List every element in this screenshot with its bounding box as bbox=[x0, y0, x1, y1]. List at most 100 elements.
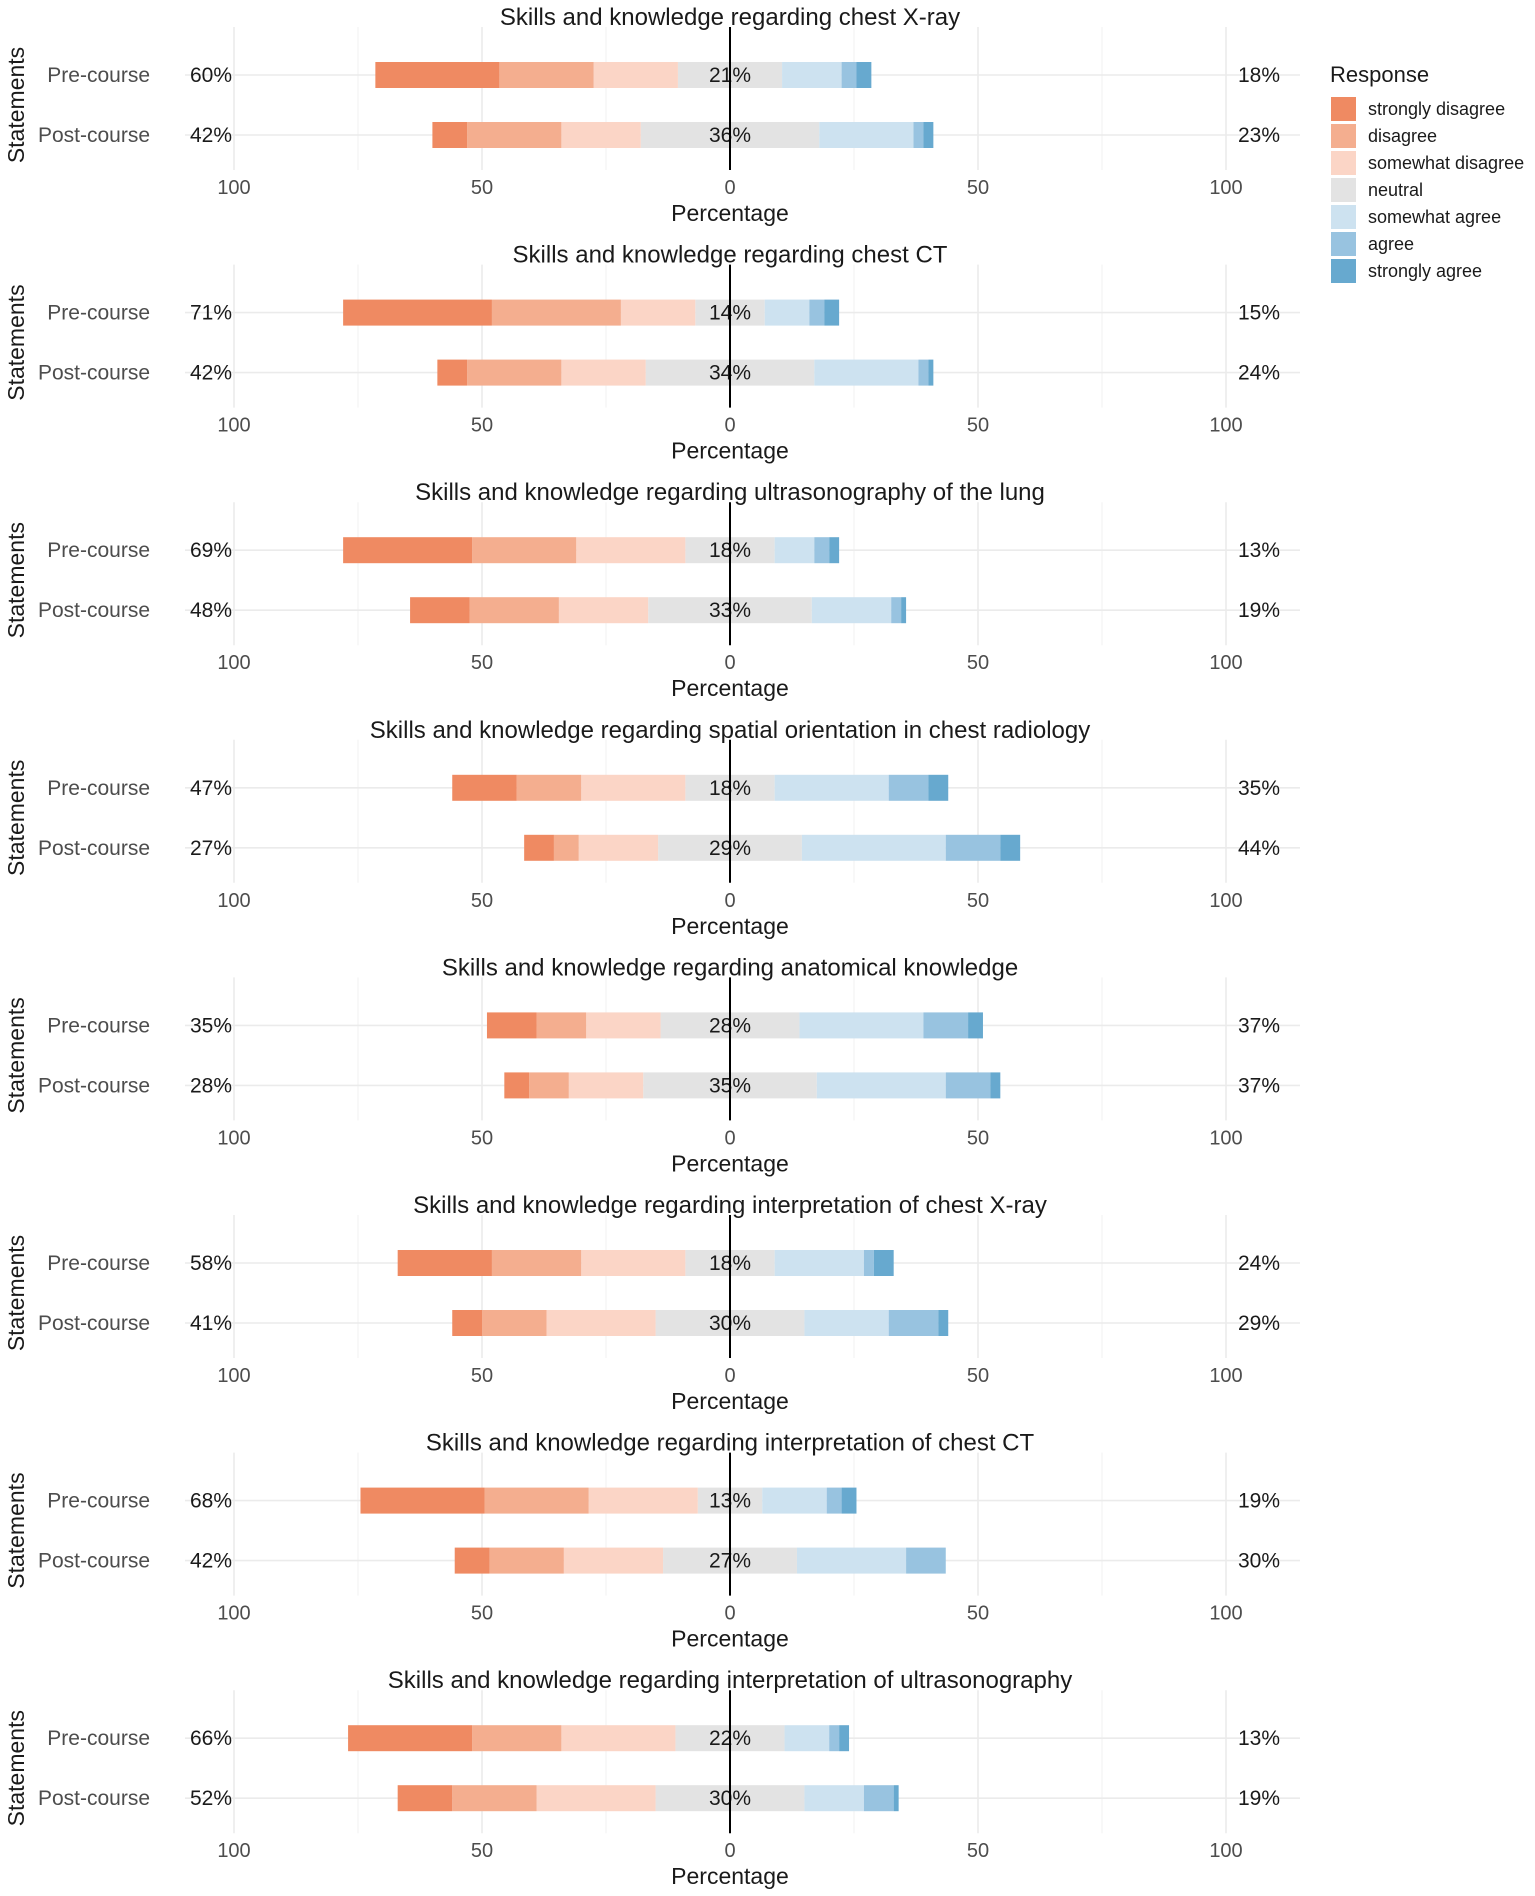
panel-2: Skills and knowledge regarding chest CT S… bbox=[3, 242, 1300, 464]
bar-segment-agree bbox=[814, 537, 830, 564]
high-percent-label: 24% bbox=[1238, 1252, 1280, 1275]
bar-segment-somewhat-agree bbox=[814, 359, 919, 386]
category-label: Post-course bbox=[38, 362, 150, 385]
legend-title: Response bbox=[1330, 62, 1429, 87]
category-label: Post-course bbox=[38, 1787, 150, 1810]
bar-row-pre-course: Pre-course 68% 13% 19% bbox=[47, 1487, 1280, 1514]
bar-segment-somewhat-agree bbox=[764, 299, 810, 326]
bar-segment-agree bbox=[841, 62, 857, 88]
bar-segment-somewhat-disagree bbox=[586, 1012, 661, 1039]
category-label: Pre-course bbox=[47, 539, 150, 562]
bar-segment-somewhat-disagree bbox=[620, 299, 696, 326]
x-axis-label: Percentage bbox=[671, 438, 789, 464]
low-percent-label: 27% bbox=[190, 837, 232, 860]
panel-8: Skills and knowledge regarding interpret… bbox=[3, 1667, 1300, 1889]
bar-segment-strongly-disagree bbox=[452, 1310, 482, 1336]
x-tick-label: 50 bbox=[471, 1840, 493, 1862]
bar-segment-strongly-agree bbox=[968, 1012, 983, 1039]
high-percent-label: 19% bbox=[1238, 1490, 1280, 1513]
bar-segment-strongly-agree bbox=[1000, 834, 1021, 861]
bar-segment-agree bbox=[906, 1547, 946, 1574]
x-tick-label: 50 bbox=[967, 415, 989, 437]
bar-segment-disagree bbox=[499, 62, 594, 88]
bar-segment-somewhat-disagree bbox=[546, 1310, 656, 1336]
low-percent-label: 58% bbox=[190, 1252, 232, 1275]
category-label: Post-course bbox=[38, 837, 150, 860]
x-tick-label: 50 bbox=[471, 1127, 493, 1149]
x-tick-label: 100 bbox=[1209, 1127, 1242, 1149]
x-tick-label: 100 bbox=[217, 177, 250, 199]
y-axis-label: Statements bbox=[3, 1710, 29, 1826]
x-tick-label: 0 bbox=[724, 1365, 735, 1387]
x-tick-label: 100 bbox=[1209, 890, 1242, 912]
panel-1: Skills and knowledge regarding chest X-r… bbox=[3, 4, 1300, 226]
high-percent-label: 44% bbox=[1238, 837, 1280, 860]
bar-segment-disagree bbox=[553, 834, 579, 861]
legend-swatch bbox=[1331, 97, 1356, 121]
x-tick-label: 50 bbox=[471, 177, 493, 199]
bar-segment-strongly-agree bbox=[990, 1072, 1001, 1099]
low-percent-label: 52% bbox=[190, 1787, 232, 1810]
category-label: Post-course bbox=[38, 599, 150, 622]
bar-segment-strongly-agree bbox=[824, 299, 840, 326]
bar-segment-somewhat-agree bbox=[804, 1310, 889, 1336]
x-tick-label: 100 bbox=[217, 1127, 250, 1149]
bar-segment-somewhat-disagree bbox=[593, 62, 678, 88]
category-label: Pre-course bbox=[47, 64, 150, 87]
bar-segment-agree bbox=[923, 1012, 969, 1039]
bar-segment-agree bbox=[945, 1072, 991, 1099]
legend-label: strongly disagree bbox=[1368, 99, 1505, 119]
low-percent-label: 48% bbox=[190, 599, 232, 622]
high-percent-label: 37% bbox=[1238, 1014, 1280, 1037]
low-percent-label: 35% bbox=[190, 1014, 232, 1037]
low-percent-label: 42% bbox=[190, 124, 232, 147]
legend-swatch bbox=[1331, 124, 1356, 148]
bar-segment-somewhat-disagree bbox=[536, 1785, 656, 1812]
bar-segment-strongly-disagree bbox=[486, 1012, 537, 1039]
high-percent-label: 19% bbox=[1238, 1787, 1280, 1810]
x-axis-label: Percentage bbox=[671, 200, 789, 226]
bar-segment-strongly-agree bbox=[839, 1725, 850, 1752]
x-tick-label: 50 bbox=[471, 652, 493, 674]
bar-segment-agree bbox=[888, 1310, 939, 1336]
bar-segment-somewhat-disagree bbox=[581, 774, 686, 801]
bar-segment-strongly-agree bbox=[841, 1487, 857, 1514]
x-tick-label: 100 bbox=[1209, 1840, 1242, 1862]
bar-segment-agree bbox=[863, 1250, 874, 1276]
bar-segment-disagree bbox=[469, 597, 559, 624]
high-percent-label: 23% bbox=[1238, 124, 1280, 147]
bar-segment-somewhat-disagree bbox=[576, 537, 686, 564]
legend-label: disagree bbox=[1368, 126, 1437, 146]
x-tick-label: 100 bbox=[1209, 415, 1242, 437]
x-axis-label: Percentage bbox=[671, 675, 789, 701]
legend-label: neutral bbox=[1368, 180, 1423, 200]
legend-swatch bbox=[1331, 151, 1356, 175]
category-label: Pre-course bbox=[47, 302, 150, 325]
bar-segment-somewhat-agree bbox=[782, 62, 842, 88]
category-label: Pre-course bbox=[47, 1252, 150, 1275]
bar-segment-strongly-agree bbox=[829, 537, 840, 564]
bar-segment-agree bbox=[829, 1725, 840, 1752]
high-percent-label: 35% bbox=[1238, 777, 1280, 800]
bar-segment-strongly-agree bbox=[923, 122, 934, 148]
bar-segment-agree bbox=[891, 597, 902, 624]
bar-segment-somewhat-agree bbox=[762, 1487, 827, 1514]
bar-segment-strongly-disagree bbox=[524, 834, 554, 861]
category-label: Post-course bbox=[38, 1312, 150, 1335]
x-tick-label: 50 bbox=[471, 415, 493, 437]
bar-segment-disagree bbox=[472, 537, 577, 564]
x-tick-label: 0 bbox=[724, 1127, 735, 1149]
bar-segment-agree bbox=[888, 774, 929, 801]
bar-segment-strongly-disagree bbox=[397, 1785, 453, 1812]
x-tick-label: 50 bbox=[471, 1365, 493, 1387]
x-tick-label: 50 bbox=[967, 890, 989, 912]
low-percent-label: 68% bbox=[190, 1490, 232, 1513]
bar-segment-strongly-agree bbox=[901, 597, 907, 624]
high-percent-label: 19% bbox=[1238, 599, 1280, 622]
panel-title: Skills and knowledge regarding interpret… bbox=[413, 1192, 1047, 1219]
low-percent-label: 66% bbox=[190, 1727, 232, 1750]
bar-segment-disagree bbox=[452, 1785, 537, 1812]
bar-row-pre-course: Pre-course 35% 28% 37% bbox=[47, 1012, 1280, 1039]
y-axis-label: Statements bbox=[3, 997, 29, 1113]
panel-title: Skills and knowledge regarding ultrasono… bbox=[415, 479, 1045, 506]
